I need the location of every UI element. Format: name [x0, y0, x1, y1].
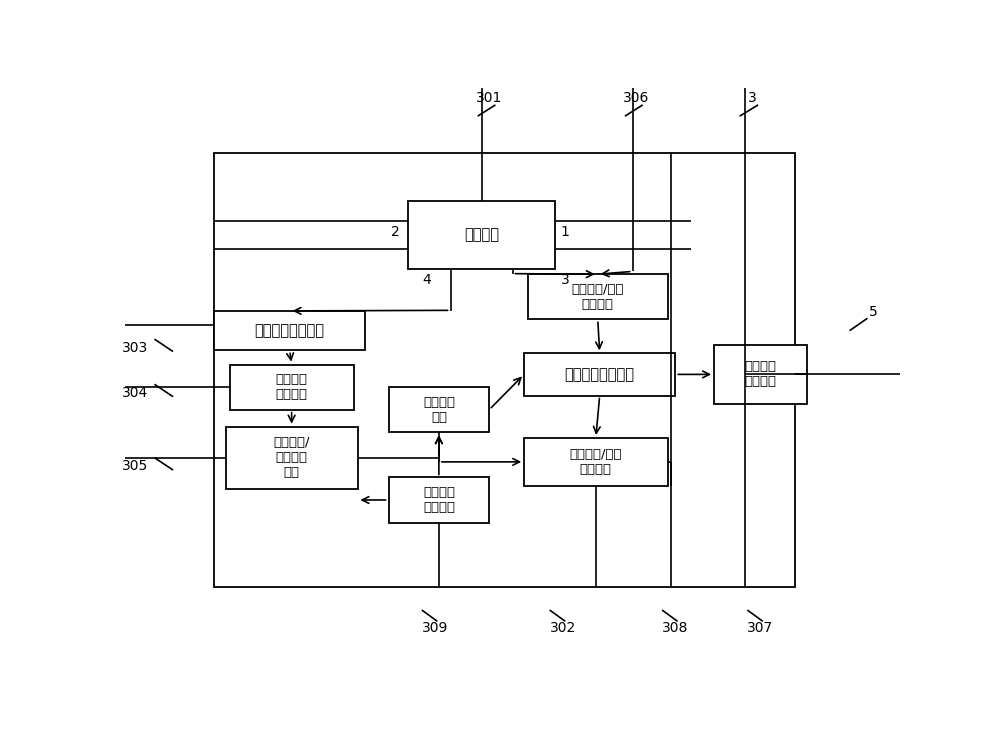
Text: 第二控制
模块: 第二控制 模块: [423, 396, 455, 424]
Text: 第二时延/
相位检测
模块: 第二时延/ 相位检测 模块: [273, 436, 310, 479]
Bar: [214, 153, 795, 587]
Text: 光耦合器: 光耦合器: [464, 227, 499, 242]
Text: 1: 1: [561, 225, 569, 239]
Text: 第三光电
转换模块: 第三光电 转换模块: [744, 361, 776, 388]
Bar: [226, 427, 358, 489]
Text: 301: 301: [476, 91, 502, 105]
Bar: [408, 201, 555, 268]
Bar: [528, 274, 668, 320]
Text: 4: 4: [422, 273, 431, 287]
Text: 3: 3: [748, 91, 757, 105]
Bar: [524, 353, 675, 396]
Text: 302: 302: [550, 622, 576, 636]
Text: 3: 3: [561, 273, 569, 287]
Text: 303: 303: [122, 341, 148, 355]
Bar: [230, 364, 354, 410]
Text: 304: 304: [122, 386, 148, 399]
Text: 306: 306: [623, 91, 650, 105]
Bar: [388, 387, 489, 432]
Text: 第二时延/相位
补偿模块: 第二时延/相位 补偿模块: [572, 283, 624, 311]
Bar: [214, 311, 365, 350]
Bar: [714, 345, 807, 404]
Text: 305: 305: [122, 459, 148, 473]
Text: 第三时延/相位
补偿模块: 第三时延/相位 补偿模块: [570, 448, 622, 476]
Bar: [524, 438, 668, 486]
Text: 307: 307: [747, 622, 774, 636]
Text: 第一光电
转换模块: 第一光电 转换模块: [276, 373, 308, 401]
Text: 308: 308: [662, 622, 688, 636]
Text: 第二光电
转换模块: 第二光电 转换模块: [423, 486, 455, 514]
Text: 第四波分复用模块: 第四波分复用模块: [565, 367, 635, 382]
Text: 第三波分复用模块: 第三波分复用模块: [255, 323, 325, 338]
Text: 5: 5: [869, 306, 878, 320]
Text: 309: 309: [422, 622, 448, 636]
Bar: [388, 477, 489, 523]
Text: 2: 2: [391, 225, 400, 239]
